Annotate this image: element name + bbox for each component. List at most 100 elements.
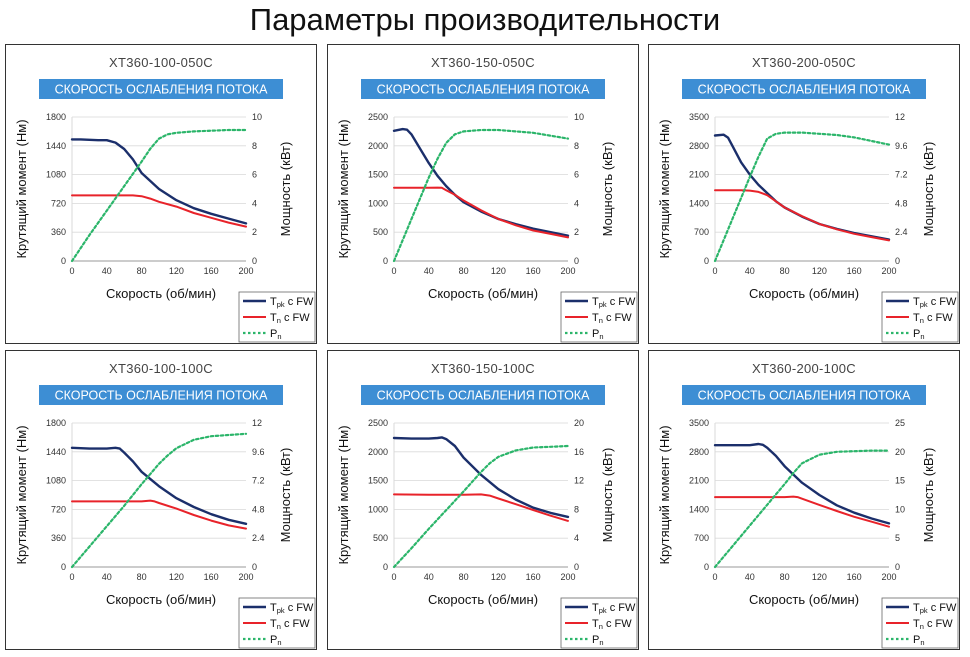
legend-label-tpk: Tpk с FW	[592, 602, 636, 615]
y2-tick-label: 0	[252, 256, 257, 266]
x-tick-label: 160	[204, 266, 219, 276]
x-tick-label: 80	[780, 572, 790, 582]
y-tick-label: 2100	[689, 170, 709, 180]
y-tick-label: 1400	[689, 198, 709, 208]
x-tick-label: 200	[881, 572, 896, 582]
x-tick-label: 120	[812, 572, 827, 582]
legend-label-pn: Pn	[913, 634, 925, 647]
y2-tick-label: 6	[252, 170, 257, 180]
legend-label-tpk: Tpk с FW	[592, 296, 636, 309]
y-axis-label: Крутящий момент (Нм)	[657, 425, 672, 564]
x-tick-label: 0	[69, 572, 74, 582]
y2-tick-label: 4.8	[252, 504, 265, 514]
chart-svg: XT360-200-050C СКОРОСТЬ ОСЛАБЛЕНИЯ ПОТОКА…	[657, 55, 959, 343]
series-line-tpk	[392, 436, 570, 519]
x-tick-label: 0	[712, 266, 717, 276]
y-tick-label: 720	[51, 504, 66, 514]
x-tick-label: 160	[526, 266, 541, 276]
banner-background	[39, 385, 283, 405]
banner-background	[682, 385, 926, 405]
banner-background	[682, 79, 926, 99]
x-tick-label: 0	[391, 572, 396, 582]
y2-tick-label: 2	[574, 227, 579, 237]
x-tick-label: 40	[102, 572, 112, 582]
y-tick-label: 0	[383, 256, 388, 266]
y-tick-label: 2000	[368, 141, 388, 151]
y2-tick-label: 8	[252, 141, 257, 151]
y-axis-label: Крутящий момент (Нм)	[657, 119, 672, 258]
y-axis-label: Крутящий момент (Нм)	[14, 425, 29, 564]
y2-axis-label: Мощность (кВт)	[600, 448, 615, 543]
chart-panel-xt360-100-100c: XT360-100-100C СКОРОСТЬ ОСЛАБЛЕНИЯ ПОТОКА…	[5, 350, 317, 650]
legend-label-tpk: Tpk с FW	[913, 602, 957, 615]
x-tick-label: 0	[712, 572, 717, 582]
legend-label-pn: Pn	[592, 328, 604, 341]
x-tick-label: 40	[102, 266, 112, 276]
x-axis-label: Скорость (об/мин)	[749, 286, 859, 301]
banner-label: СКОРОСТЬ ОСЛАБЛЕНИЯ ПОТОКА	[377, 83, 591, 97]
y-tick-label: 3500	[689, 418, 709, 428]
y2-tick-label: 15	[895, 476, 905, 486]
y2-tick-label: 2.4	[895, 227, 908, 237]
x-tick-label: 40	[745, 572, 755, 582]
y2-tick-label: 2	[252, 227, 257, 237]
legend-label-pn: Pn	[270, 328, 282, 341]
y2-tick-label: 0	[574, 256, 579, 266]
x-tick-label: 0	[69, 266, 74, 276]
y2-tick-label: 7.2	[895, 170, 908, 180]
series-line-tn	[393, 186, 569, 239]
chart-svg: XT360-100-050C СКОРОСТЬ ОСЛАБЛЕНИЯ ПОТОКА…	[14, 55, 316, 343]
y-tick-label: 1080	[46, 476, 66, 486]
x-tick-label: 160	[847, 266, 862, 276]
x-tick-label: 120	[169, 266, 184, 276]
y-tick-label: 1000	[368, 504, 388, 514]
series-line-tn	[71, 499, 247, 530]
y2-tick-label: 16	[574, 447, 584, 457]
x-tick-label: 0	[391, 266, 396, 276]
y-tick-label: 0	[704, 256, 709, 266]
x-tick-label: 200	[560, 572, 575, 582]
x-tick-label: 200	[238, 572, 253, 582]
legend-label-tn: Tn с FW	[270, 618, 310, 631]
chart-panel-xt360-200-100c: XT360-200-100C СКОРОСТЬ ОСЛАБЛЕНИЯ ПОТОКА…	[648, 350, 960, 650]
y-tick-label: 700	[694, 533, 709, 543]
legend-label-tn: Tn с FW	[592, 312, 632, 325]
x-tick-label: 120	[491, 572, 506, 582]
y-tick-label: 360	[51, 227, 66, 237]
y2-axis-label: Мощность (кВт)	[921, 448, 936, 543]
banner-background	[361, 79, 605, 99]
legend-label-tpk: Tpk с FW	[913, 296, 957, 309]
series-line-tpk	[70, 446, 248, 526]
banner-label: СКОРОСТЬ ОСЛАБЛЕНИЯ ПОТОКА	[698, 389, 912, 403]
y2-tick-label: 2.4	[252, 533, 265, 543]
y2-tick-label: 4	[574, 198, 579, 208]
y2-tick-label: 10	[895, 504, 905, 514]
chart-panel-xt360-200-050c: XT360-200-050C СКОРОСТЬ ОСЛАБЛЕНИЯ ПОТОКА…	[648, 44, 960, 344]
y2-axis-label: Мощность (кВт)	[278, 448, 293, 543]
x-tick-label: 120	[812, 266, 827, 276]
x-axis-label: Скорость (об/мин)	[749, 592, 859, 607]
y-tick-label: 0	[704, 562, 709, 572]
y2-tick-label: 4	[252, 198, 257, 208]
y2-tick-label: 0	[895, 256, 900, 266]
y-tick-label: 1800	[46, 418, 66, 428]
legend-label-tn: Tn с FW	[913, 618, 953, 631]
y-tick-label: 2100	[689, 476, 709, 486]
y2-tick-label: 0	[252, 562, 257, 572]
series-line-tn	[714, 189, 890, 242]
chart-panel-xt360-150-050c: XT360-150-050C СКОРОСТЬ ОСЛАБЛЕНИЯ ПОТОКА…	[327, 44, 639, 344]
banner-label: СКОРОСТЬ ОСЛАБЛЕНИЯ ПОТОКА	[377, 389, 591, 403]
y-tick-label: 2000	[368, 447, 388, 457]
y2-tick-label: 12	[252, 418, 262, 428]
y-tick-label: 2800	[689, 141, 709, 151]
series-line-tpk	[392, 127, 570, 237]
y2-tick-label: 25	[895, 418, 905, 428]
y-tick-label: 1440	[46, 447, 66, 457]
chart-title: XT360-150-050C	[431, 55, 535, 70]
x-axis-label: Скорость (об/мин)	[106, 592, 216, 607]
y-tick-label: 1500	[368, 476, 388, 486]
x-tick-label: 40	[745, 266, 755, 276]
x-tick-label: 160	[847, 572, 862, 582]
y2-tick-label: 4.8	[895, 198, 908, 208]
y2-tick-label: 0	[895, 562, 900, 572]
